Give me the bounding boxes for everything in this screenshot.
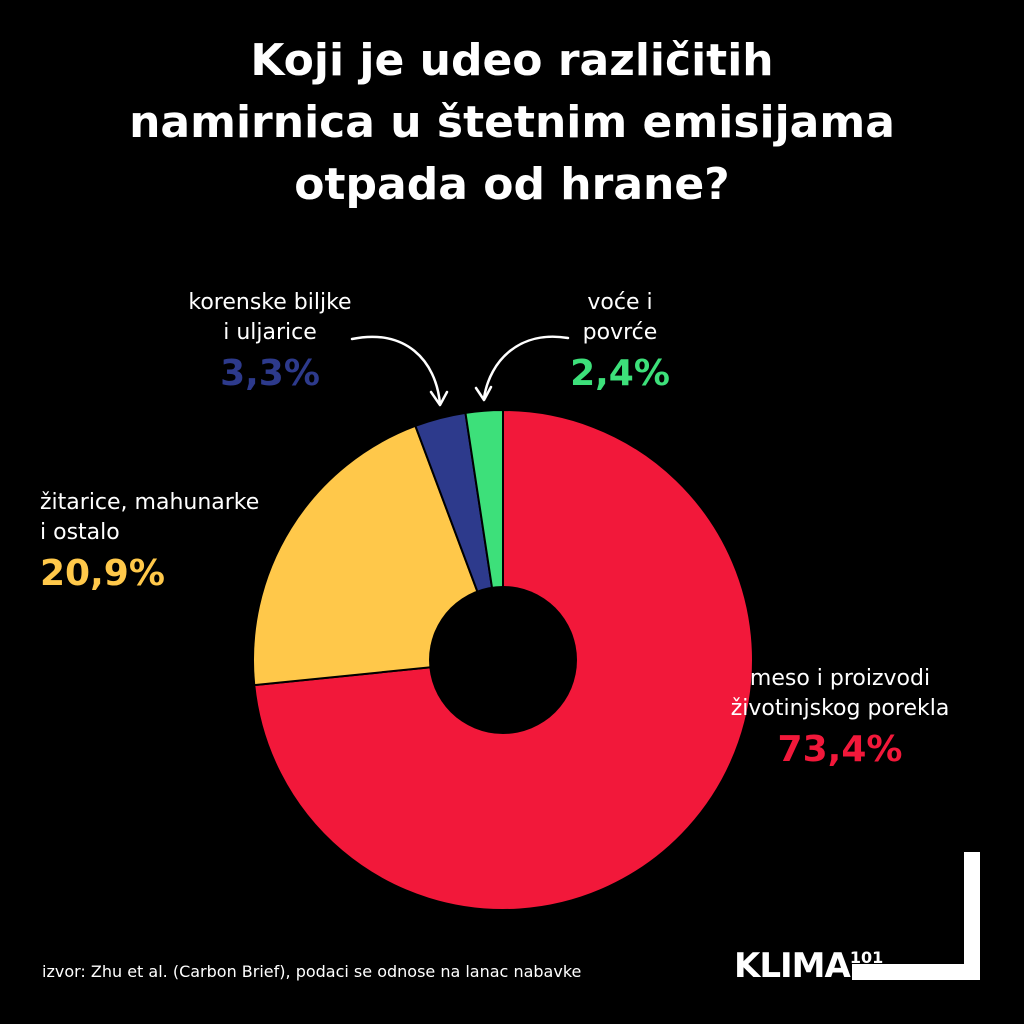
label-meat-line-2: životinjskog porekla (730, 696, 950, 721)
slice-grain (252, 424, 505, 687)
callout-arrows (350, 335, 570, 407)
label-grain-line-1: žitarice, mahunarke (40, 490, 260, 515)
label-grain-line-2: i ostalo (40, 520, 120, 545)
label-fruit-vegetables: voće i povrće 2,4% (540, 288, 700, 396)
root-callout-arrow (350, 335, 442, 406)
corner-bracket-icon (852, 852, 980, 980)
root-arrowhead (429, 390, 449, 407)
label-fruit-percent: 2,4% (570, 353, 670, 394)
title-line-2: namirnica u štetnim emisijama (129, 97, 895, 148)
label-meat-percent: 73,4% (777, 729, 903, 770)
label-root-percent: 3,3% (220, 353, 320, 394)
label-meat-line-1: meso i proizvodi (749, 666, 931, 691)
label-meat: meso i proizvodi životinjskog porekla 73… (690, 664, 990, 772)
logo-suffix: 101 (849, 948, 884, 967)
label-root-line-2: i uljarice (223, 320, 317, 345)
klima101-logo: KLIMA101 (734, 946, 883, 986)
source-note: izvor: Zhu et al. (Carbon Brief), podaci… (42, 962, 582, 981)
title-line-3: otpada od hrane? (294, 159, 730, 210)
title-line-1: Koji je udeo različitih (250, 35, 774, 86)
label-grain-percent: 20,9% (40, 553, 165, 594)
donut-hole (429, 586, 577, 734)
label-fruit-line-2: povrće (582, 320, 658, 345)
logo-text: KLIMA (734, 946, 851, 986)
label-grains: žitarice, mahunarke i ostalo 20,9% (40, 488, 300, 596)
chart-title: Koji je udeo različitih namirnica u štet… (0, 30, 1024, 216)
fruit-callout-arrow (482, 335, 570, 400)
label-fruit-line-1: voće i (587, 290, 653, 315)
fruit-arrowhead (474, 385, 493, 402)
label-root-crops: korenske biljke i uljarice 3,3% (140, 288, 400, 396)
label-root-line-1: korenske biljke (188, 290, 352, 315)
